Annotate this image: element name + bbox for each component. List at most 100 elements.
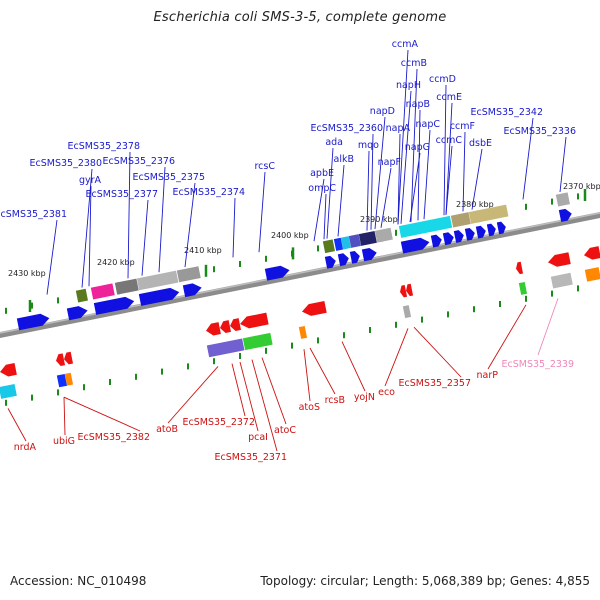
reverse-leader-line bbox=[413, 326, 462, 378]
forward-gene-label: apbE bbox=[310, 168, 334, 179]
forward-leader-line bbox=[81, 168, 93, 288]
reverse-feature-block bbox=[298, 325, 308, 339]
forward-gene-arrow bbox=[337, 253, 349, 267]
forward-leader-line bbox=[445, 102, 453, 215]
reverse-leader-line bbox=[63, 397, 66, 436]
forward-gene-arrow bbox=[182, 283, 202, 298]
forward-gene-label: EcSMS35_2374 bbox=[173, 187, 246, 198]
reverse-gene-label: nrdA bbox=[14, 442, 37, 453]
forward-gene-label: napB bbox=[406, 99, 430, 110]
forward-leader-line bbox=[370, 133, 374, 230]
forward-gene-label: EcSMS35_2378 bbox=[68, 141, 141, 152]
reverse-feature-block bbox=[0, 383, 17, 399]
forward-leader-line bbox=[337, 164, 345, 237]
reverse-gene-label: eco bbox=[378, 387, 395, 398]
forward-feature-block bbox=[348, 234, 361, 248]
forward-gene-arrow bbox=[442, 232, 454, 246]
forward-leader-line bbox=[397, 49, 409, 225]
reverse-leader-line bbox=[309, 347, 336, 395]
reverse-gene-arrow bbox=[302, 301, 327, 316]
reverse-leader-line bbox=[167, 366, 219, 424]
forward-leader-line bbox=[366, 150, 370, 231]
forward-leader-line bbox=[423, 129, 431, 220]
reverse-gene-label: atoB bbox=[156, 424, 178, 435]
tick-label: 2390 kbp bbox=[360, 215, 398, 224]
reverse-gene-arrow bbox=[230, 318, 241, 332]
forward-gene-label: ccmA bbox=[392, 39, 419, 50]
forward-gene-label: EcSMS35_2360 bbox=[311, 123, 384, 134]
tick-label: 2430 kbp bbox=[8, 269, 46, 278]
forward-feature-block bbox=[450, 212, 471, 228]
reverse-gene-label: rcsB bbox=[325, 395, 345, 406]
genome-backbone bbox=[0, 211, 600, 339]
forward-gene-label: ompC bbox=[308, 183, 336, 194]
reverse-gene-label: atoC bbox=[274, 425, 296, 436]
forward-gene-label: napH bbox=[396, 80, 421, 91]
forward-leader-line bbox=[397, 133, 401, 225]
reverse-gene-arrow bbox=[548, 252, 571, 267]
forward-gene-arrow bbox=[486, 223, 496, 237]
reverse-feature-block bbox=[242, 332, 273, 351]
reverse-gene-label: EcSMS35_2371 bbox=[215, 452, 288, 463]
reverse-feature-block bbox=[206, 338, 245, 358]
forward-gene-label: ccmE bbox=[436, 92, 462, 103]
forward-leader-line bbox=[445, 145, 453, 215]
reverse-gene-label: EcSMS35_2372 bbox=[183, 417, 256, 428]
reverse-gene-arrow bbox=[220, 320, 231, 334]
forward-leader-line bbox=[417, 109, 421, 221]
forward-gene-arrow bbox=[496, 221, 506, 235]
reverse-gene-arrow bbox=[406, 283, 414, 297]
tick-label: 2410 kbp bbox=[184, 246, 222, 255]
forward-leader-line bbox=[313, 178, 325, 242]
forward-feature-block bbox=[555, 192, 570, 207]
tick-label: 2420 kbp bbox=[97, 258, 135, 267]
forward-feature-block bbox=[333, 237, 344, 251]
forward-gene-arrow bbox=[475, 225, 486, 239]
label-leaders bbox=[7, 49, 567, 452]
reverse-feature-block bbox=[64, 372, 74, 386]
forward-gene-label: EcSMS35_2375 bbox=[133, 172, 206, 183]
tick-label: 2400 kbp bbox=[271, 231, 309, 240]
forward-leader-line bbox=[380, 167, 392, 228]
forward-feature-block bbox=[114, 278, 139, 295]
forward-gene-label: ada bbox=[325, 137, 343, 148]
forward-gene-label: napA bbox=[386, 123, 411, 134]
forward-gene-arrow bbox=[558, 208, 572, 222]
forward-feature-block bbox=[322, 239, 335, 254]
forward-gene-arrow bbox=[138, 287, 180, 306]
forward-feature-block bbox=[468, 204, 509, 224]
reverse-gene-arrow bbox=[400, 284, 408, 298]
reverse-gene-arrow bbox=[516, 261, 524, 275]
tick-label: 2370 kbp bbox=[563, 182, 600, 191]
reverse-leader-line bbox=[63, 396, 141, 432]
reverse-leader-line bbox=[341, 341, 366, 392]
tick-label: 2380 kbp bbox=[456, 200, 494, 209]
pseudo-leader-line bbox=[537, 298, 559, 356]
map-title: Escherichia coli SMS-3-5, complete genom… bbox=[153, 10, 447, 25]
pseudo-gene-label: EcSMS35_2339 bbox=[502, 359, 575, 370]
reverse-gene-label: atoS bbox=[299, 402, 320, 413]
forward-leader-line bbox=[374, 116, 386, 230]
forward-gene-label: gyrA bbox=[79, 175, 102, 186]
forward-gene-label: EcSMS35_2342 bbox=[471, 107, 544, 118]
forward-gene-label: rcsC bbox=[254, 161, 275, 172]
backbone-line bbox=[0, 211, 600, 339]
forward-feature-block bbox=[136, 270, 179, 291]
forward-feature-block bbox=[75, 288, 88, 303]
reverse-gene-arrow bbox=[0, 362, 17, 377]
reverse-leader-line bbox=[303, 349, 311, 402]
accession-text: Accession: NC_010498 bbox=[10, 574, 147, 588]
reverse-leader-line bbox=[251, 359, 278, 452]
reverse-gene-label: EcSMS35_2382 bbox=[78, 432, 151, 443]
forward-gene-arrow bbox=[16, 313, 50, 331]
forward-gene-label: alkB bbox=[334, 154, 354, 165]
forward-leader-line bbox=[522, 117, 534, 200]
forward-leader-line bbox=[410, 68, 418, 222]
forward-leader-line bbox=[462, 131, 466, 212]
forward-gene-label: ccmC bbox=[436, 135, 463, 146]
forward-leader-line bbox=[471, 148, 483, 210]
forward-gene-arrow bbox=[349, 250, 360, 264]
reverse-gene-label: pcaI bbox=[248, 432, 268, 443]
forward-gene-arrow bbox=[453, 230, 464, 243]
forward-gene-arrow bbox=[324, 255, 336, 269]
